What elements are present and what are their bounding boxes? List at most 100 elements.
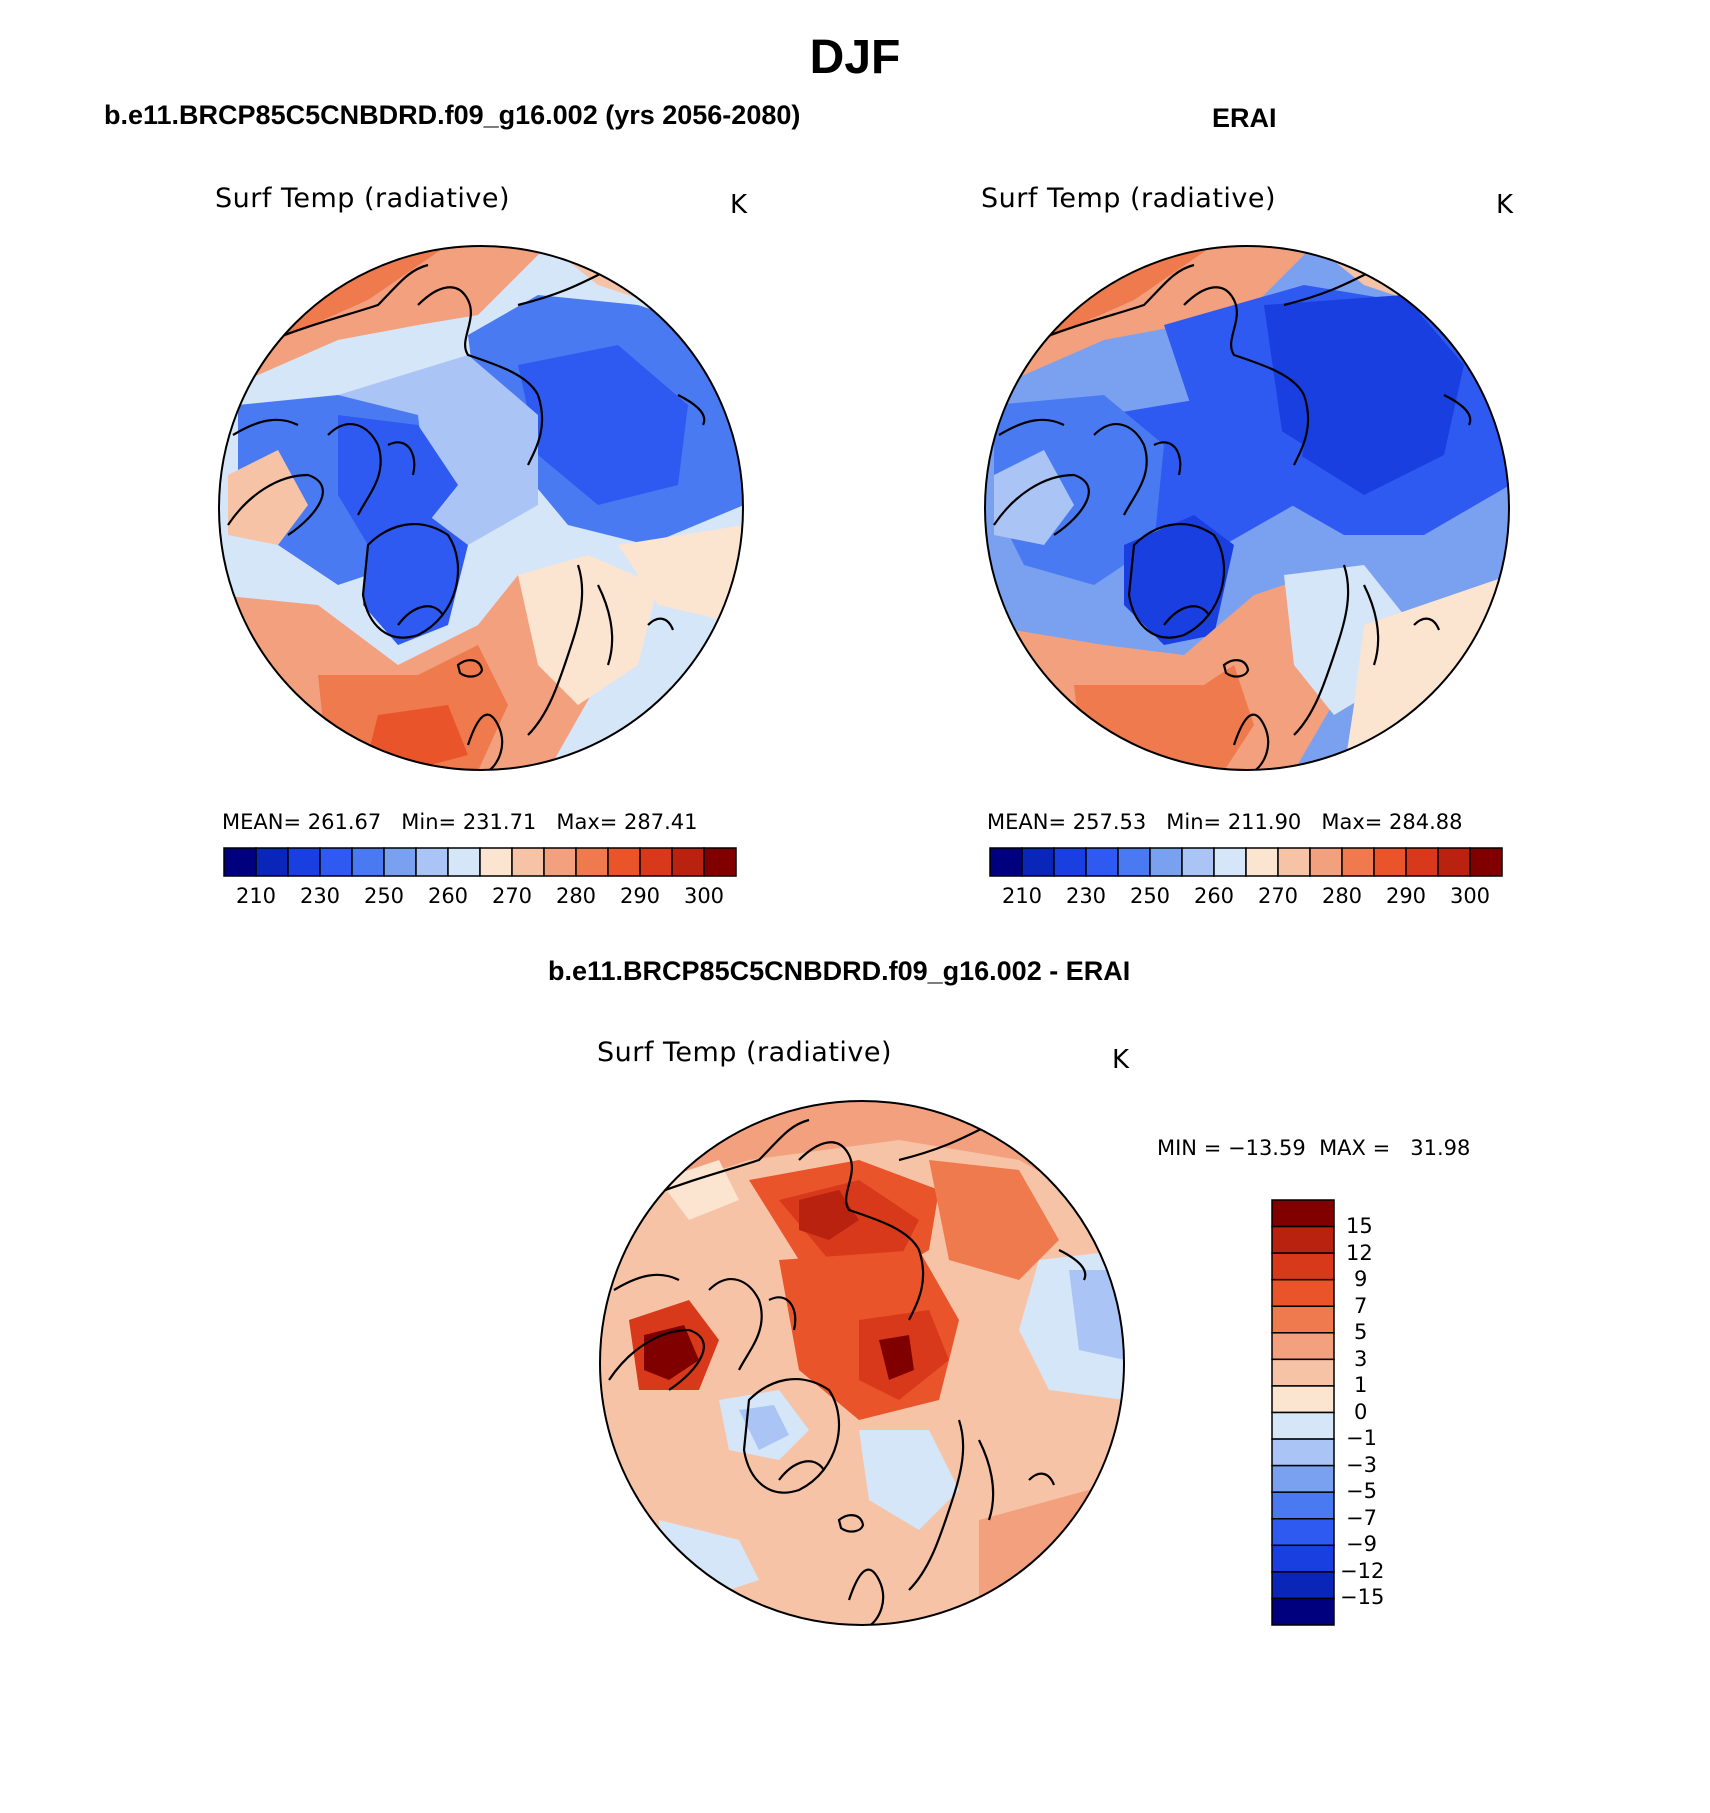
min-value: −13.59 — [1227, 1136, 1306, 1160]
colorbar-swatch — [223, 847, 257, 877]
colorbar-swatch — [1373, 847, 1407, 877]
colorbar-swatch — [1341, 847, 1375, 877]
tick: 290 — [1385, 884, 1427, 908]
tick: 1 — [1354, 1373, 1368, 1397]
colorbar-swatch — [1271, 1225, 1335, 1254]
colorbar-swatch — [575, 847, 609, 877]
colorbar-swatch — [1271, 1305, 1335, 1334]
colorbar-swatch — [1213, 847, 1247, 877]
tick: 280 — [555, 884, 597, 908]
min-label: Min= — [1166, 810, 1222, 834]
colorbar-swatch — [1309, 847, 1343, 877]
colorbar-swatch — [1271, 1464, 1335, 1493]
colorbar-swatch — [1271, 1199, 1335, 1228]
colorbar-swatch — [511, 847, 545, 877]
colorbar-swatch — [1271, 1438, 1335, 1467]
colorbar-swatch — [1021, 847, 1055, 877]
mean-label: MEAN= — [222, 810, 302, 834]
colorbar-swatch — [447, 847, 481, 877]
tick: 270 — [1257, 884, 1299, 908]
min-value: 231.71 — [462, 810, 537, 834]
tick: 0 — [1354, 1400, 1368, 1424]
colorbar-swatch — [703, 847, 737, 877]
panel-title-diff: b.e11.BRCP85C5CNBDRD.f09_g16.002 - ERAI — [548, 956, 1131, 986]
tick: 12 — [1346, 1241, 1373, 1265]
tick: 290 — [619, 884, 661, 908]
colorbar-swatch — [383, 847, 417, 877]
colorbar-swatch — [351, 847, 385, 877]
colorbar-erai — [989, 847, 1503, 877]
colorbar-swatch — [1271, 1571, 1335, 1600]
min-value: 211.90 — [1227, 810, 1302, 834]
colorbar-swatch — [1271, 1358, 1335, 1387]
tick: 250 — [363, 884, 405, 908]
panel-title-model: b.e11.BRCP85C5CNBDRD.f09_g16.002 (yrs 20… — [104, 100, 801, 130]
units-erai: K — [1496, 190, 1514, 220]
colorbar-model — [223, 847, 737, 877]
colorbar-swatch — [1271, 1597, 1335, 1626]
tick: 3 — [1354, 1347, 1368, 1371]
colorbar-swatch — [1271, 1544, 1335, 1573]
tick: −7 — [1346, 1506, 1377, 1530]
colorbar-swatch — [607, 847, 641, 877]
colorbar-swatch — [479, 847, 513, 877]
stats-diff: MIN = −13.59 MAX = 31.98 — [1157, 1136, 1470, 1160]
page-title: DJF — [809, 31, 901, 84]
units-model: K — [730, 190, 748, 220]
tick: −1 — [1346, 1426, 1377, 1450]
tick: 300 — [1449, 884, 1491, 908]
colorbar-swatch — [1271, 1518, 1335, 1547]
stats-erai: MEAN= 257.53 Min= 211.90 Max= 284.88 — [987, 810, 1463, 834]
tick: 15 — [1346, 1214, 1373, 1238]
colorbar-swatch — [255, 847, 289, 877]
tick: 7 — [1354, 1294, 1368, 1318]
colorbar-diff — [1271, 1199, 1335, 1626]
subtitle-model: Surf Temp (radiative) — [215, 183, 511, 214]
tick: 300 — [683, 884, 725, 908]
tick: 210 — [1001, 884, 1043, 908]
tick: −9 — [1346, 1532, 1377, 1556]
tick: −15 — [1340, 1585, 1385, 1609]
colorbar-swatch — [1271, 1252, 1335, 1281]
colorbar-swatch — [1149, 847, 1183, 877]
min-label: Min= — [401, 810, 457, 834]
tick: 9 — [1354, 1267, 1368, 1291]
mean-label: MEAN= — [987, 810, 1067, 834]
colorbar-swatch — [319, 847, 353, 877]
colorbar-swatch — [543, 847, 577, 877]
colorbar-swatch — [1117, 847, 1151, 877]
max-value: 284.88 — [1389, 810, 1463, 834]
colorbar-swatch — [1271, 1411, 1335, 1440]
tick: 260 — [1193, 884, 1235, 908]
mean-value: 257.53 — [1072, 810, 1147, 834]
min-label: MIN = — [1157, 1136, 1222, 1160]
max-label: MAX = — [1319, 1136, 1391, 1160]
tick: 250 — [1129, 884, 1171, 908]
polar-map-erai — [984, 245, 1510, 771]
tick: 5 — [1354, 1320, 1368, 1344]
stats-model: MEAN= 261.67 Min= 231.71 Max= 287.41 — [222, 810, 698, 834]
subtitle-diff: Surf Temp (radiative) — [597, 1037, 893, 1068]
colorbar-swatch — [639, 847, 673, 877]
colorbar-swatch — [1181, 847, 1215, 877]
colorbar-swatch — [1085, 847, 1119, 877]
tick: 230 — [299, 884, 341, 908]
tick: 230 — [1065, 884, 1107, 908]
colorbar-swatch — [1271, 1491, 1335, 1520]
colorbar-swatch — [287, 847, 321, 877]
colorbar-swatch — [415, 847, 449, 877]
colorbar-swatch — [1271, 1385, 1335, 1414]
tick: −12 — [1340, 1559, 1385, 1583]
colorbar-swatch — [1469, 847, 1503, 877]
tick: 210 — [235, 884, 277, 908]
tick: 280 — [1321, 884, 1363, 908]
subtitle-erai: Surf Temp (radiative) — [981, 183, 1277, 214]
colorbar-swatch — [1437, 847, 1471, 877]
colorbar-swatch — [1053, 847, 1087, 877]
polar-map-diff — [599, 1100, 1125, 1626]
mean-value: 261.67 — [307, 810, 382, 834]
tick: −3 — [1346, 1453, 1377, 1477]
colorbar-swatch — [1271, 1332, 1335, 1361]
max-label: Max= — [1321, 810, 1383, 834]
colorbar-swatch — [1277, 847, 1311, 877]
